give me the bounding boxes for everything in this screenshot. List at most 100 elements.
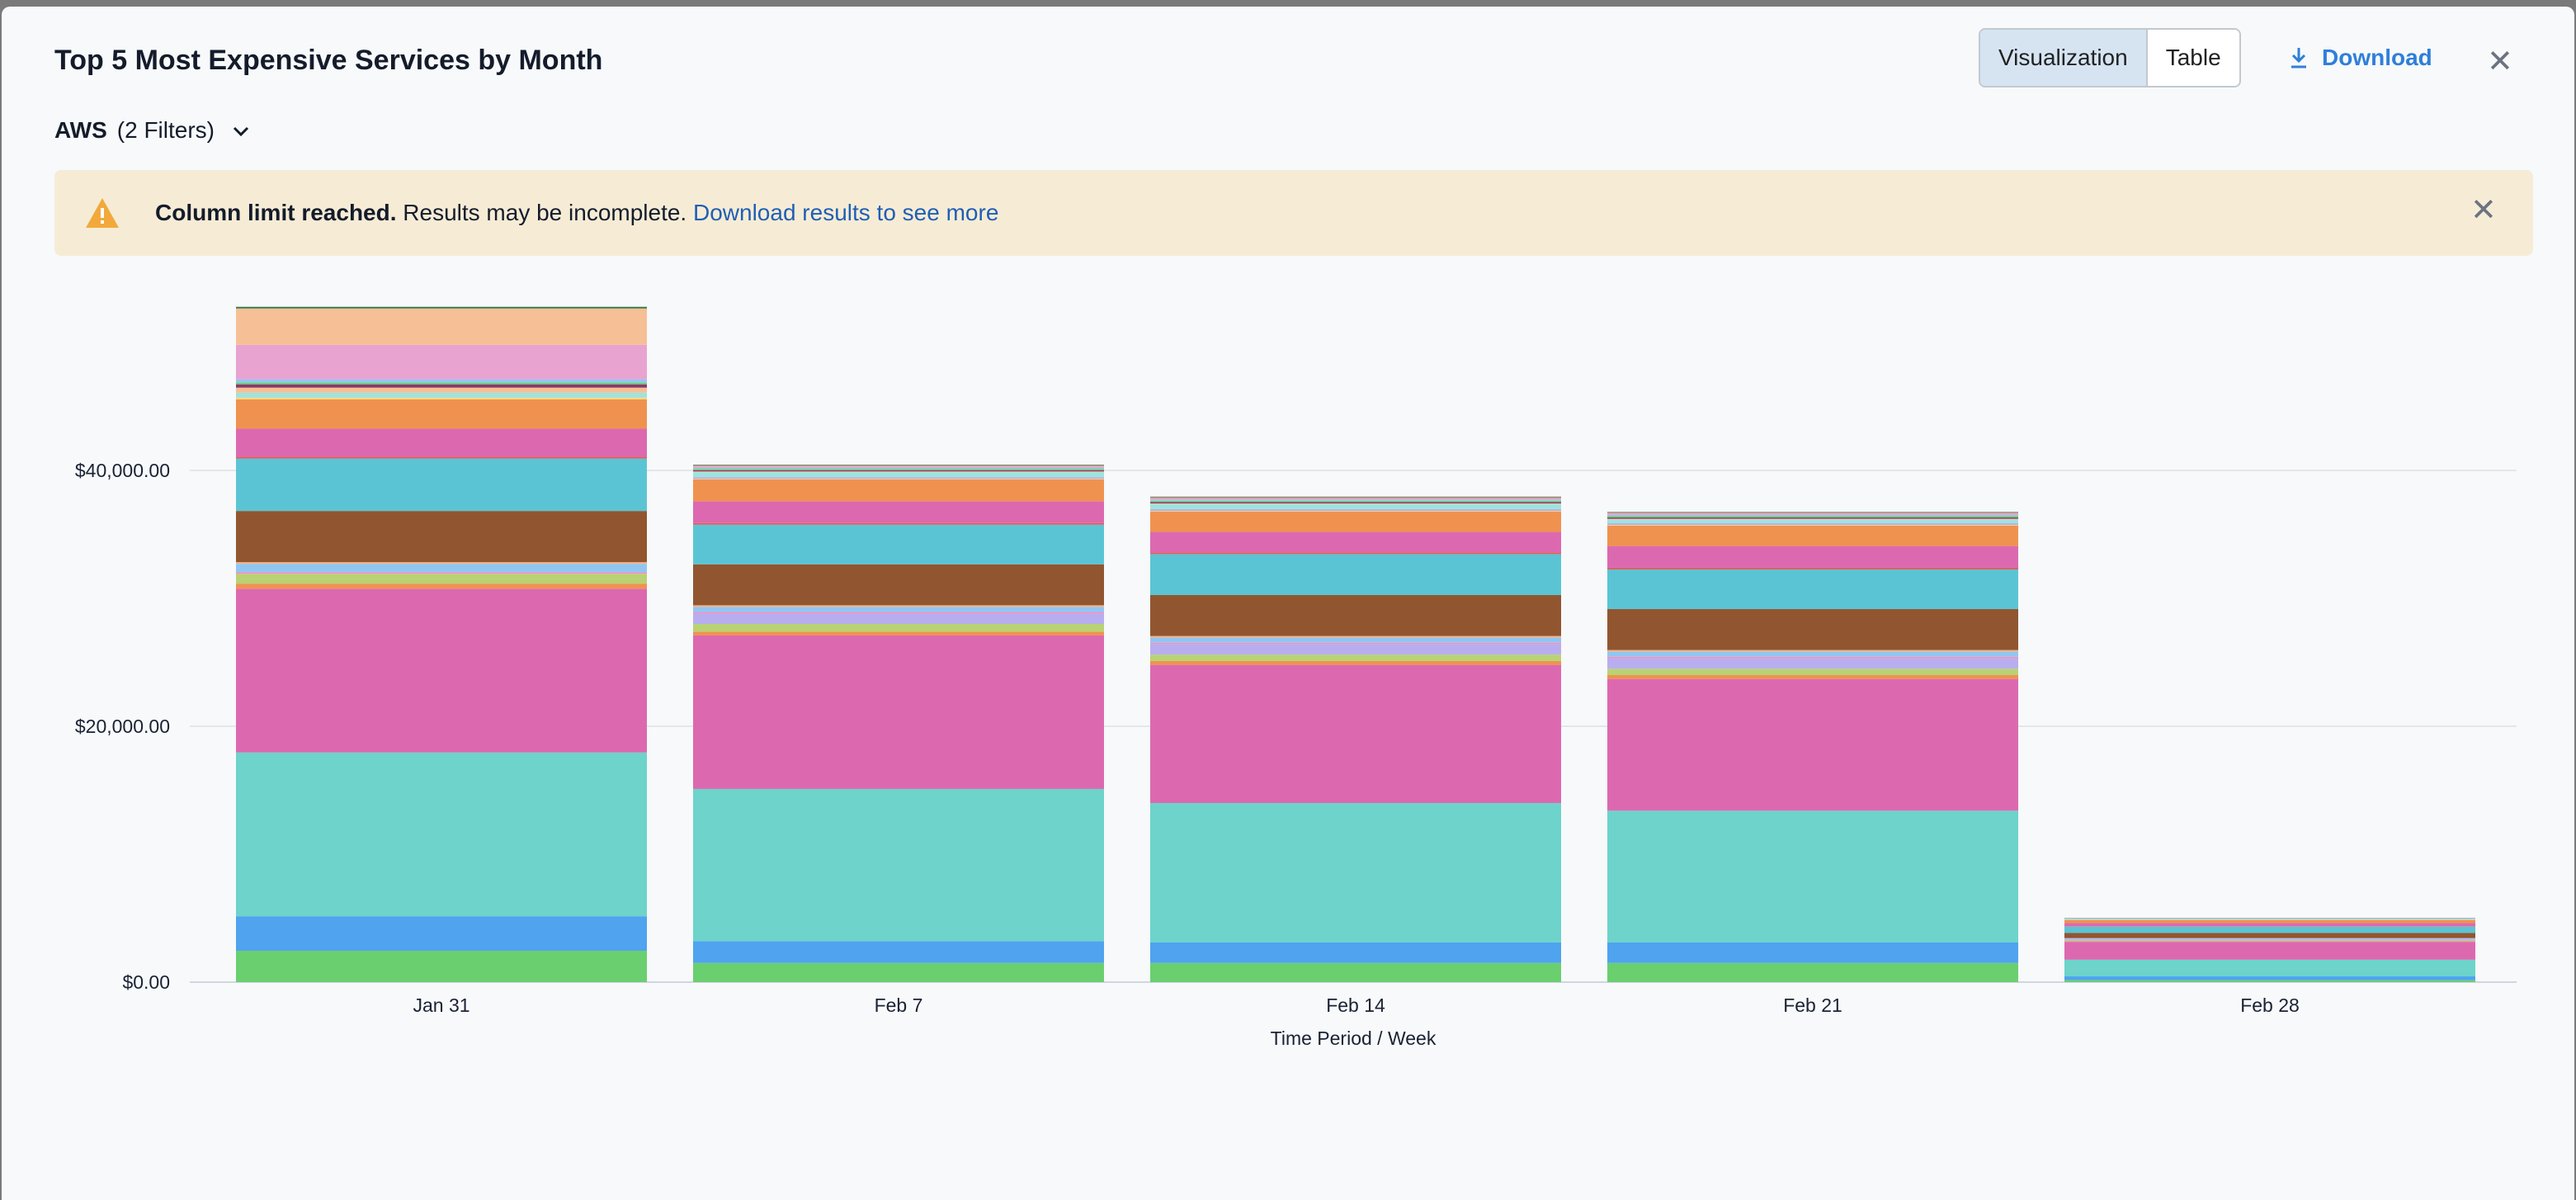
bar-segment: [1607, 514, 2018, 517]
bar-segment: [1607, 519, 2018, 524]
bar-segment: [693, 962, 1104, 982]
bar-segment: [2064, 980, 2475, 982]
bar-segment: [693, 522, 1104, 525]
bar-segment: [693, 524, 1104, 565]
bar-segment: [2064, 918, 2475, 920]
bar-segment: [2064, 933, 2475, 938]
bar-segment: [1607, 518, 2018, 520]
bar-segment: [236, 574, 647, 584]
bar-segment: [693, 465, 1104, 467]
alert-close-icon[interactable]: ✕: [2470, 193, 2497, 228]
tab-table[interactable]: Table: [2147, 30, 2239, 86]
filter-source: AWS: [54, 117, 107, 143]
bar-segment: [2064, 940, 2475, 942]
bar-segment: [236, 392, 647, 398]
bar-segment: [693, 631, 1104, 635]
bar-segment: [1150, 594, 1561, 636]
bar-segment: [693, 941, 1104, 963]
bar-segment: [2064, 941, 2475, 943]
bar-segment: [1150, 508, 1561, 511]
bar-segment: [2064, 938, 2475, 939]
bar-segment: [2064, 919, 2475, 924]
bar-segment: [236, 308, 647, 345]
bar-segment: [1150, 942, 1561, 963]
y-tick-label: $0.00: [122, 971, 170, 993]
bar-segment: [236, 562, 647, 565]
bar-segment: [1607, 651, 2018, 657]
download-results-link[interactable]: Download results to see more: [693, 200, 999, 225]
bar-segment: [1150, 502, 1561, 503]
view-toggle: Visualization Table: [1979, 28, 2241, 87]
bar-segment: [693, 472, 1104, 478]
x-tick-label: Feb 7: [875, 994, 923, 1016]
bar-segment: [693, 479, 1104, 480]
bar-segment: [1607, 658, 2018, 669]
bar-segment: [1607, 675, 2018, 679]
bar-segment: [1150, 637, 1561, 643]
bar-segment: [1607, 514, 2018, 515]
bar-segment: [693, 635, 1104, 789]
bar-segment: [1607, 523, 2018, 526]
bar-segment: [236, 583, 647, 589]
tab-visualization[interactable]: Visualization: [1980, 30, 2148, 86]
bar-segment: [2064, 923, 2475, 927]
bar-segment: [1150, 664, 1561, 803]
bar-segment: [236, 458, 647, 512]
bar-segment: [2064, 926, 2475, 933]
bar-segment: [1150, 499, 1561, 501]
bar-segment: [693, 480, 1104, 502]
alert-message: Column limit reached. Results may be inc…: [155, 200, 998, 226]
bar-segment: [1607, 516, 2018, 518]
bar-segment: [1607, 567, 2018, 569]
bar-segment: [236, 397, 647, 399]
bar-segment: [236, 387, 647, 393]
alert-text: Results may be incomplete.: [396, 200, 693, 225]
bar-segment: [236, 588, 647, 753]
bar-segment: [693, 613, 1104, 624]
bar-segment: [1607, 669, 2018, 675]
bar-segment: [1607, 546, 2018, 568]
bar-segment: [1150, 531, 1561, 553]
bar-segment: [1607, 678, 2018, 811]
filter-dropdown[interactable]: AWS (2 Filters): [54, 117, 251, 144]
bar-segment: [1150, 511, 1561, 532]
bar-segment: [1607, 517, 2018, 519]
bar-segment: [693, 624, 1104, 632]
warning-icon: [86, 198, 119, 228]
bar-segment: [1150, 496, 1561, 498]
bar-segment: [236, 399, 647, 429]
bar-segment: [1607, 962, 2018, 982]
bar-segment: [1607, 525, 2018, 546]
bar-segment: [693, 501, 1104, 523]
bar-segment: [693, 471, 1104, 473]
bar-segment: [693, 466, 1104, 468]
bar-segment: [2064, 939, 2475, 941]
bar-segment: [693, 477, 1104, 480]
bar-segment: [1150, 503, 1561, 509]
bar-segment: [1607, 512, 2018, 513]
bar-segment: [1607, 810, 2018, 943]
bar-segment: [2064, 942, 2475, 960]
bar-segment: [236, 382, 647, 385]
bar-segment: [236, 572, 647, 574]
bar-segment: [1150, 497, 1561, 499]
bar-segment: [693, 470, 1104, 472]
bar-segment: [1150, 554, 1561, 595]
x-tick-label: Feb 28: [2240, 994, 2300, 1016]
bar-segment: [1150, 803, 1561, 943]
x-tick-label: Feb 21: [1783, 994, 1842, 1016]
download-button[interactable]: Download: [2289, 45, 2432, 71]
bar-segment: [236, 384, 647, 388]
close-icon[interactable]: ✕: [2487, 45, 2513, 79]
bar-segment: [1150, 503, 1561, 504]
bar-segment: [236, 379, 647, 383]
bar-segment: [2064, 959, 2475, 977]
alert-bold: Column limit reached.: [155, 200, 397, 225]
bar-segment: [693, 612, 1104, 614]
column-limit-alert: Column limit reached. Results may be inc…: [54, 170, 2533, 256]
x-axis-title: Time Period / Week: [1271, 1028, 1437, 1049]
bar-segment: [1150, 498, 1561, 500]
download-icon: [2291, 48, 2306, 69]
modal-title: Top 5 Most Expensive Services by Month: [54, 45, 603, 76]
